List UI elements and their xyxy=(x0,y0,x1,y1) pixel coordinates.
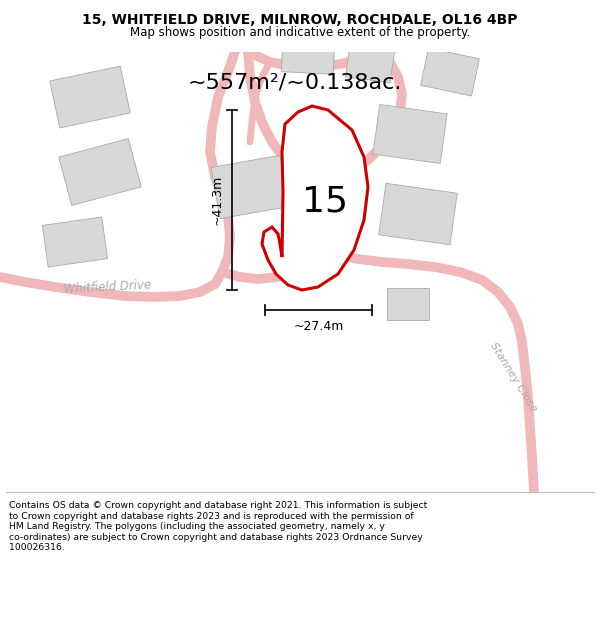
Text: 15: 15 xyxy=(302,185,348,219)
Polygon shape xyxy=(211,156,289,219)
Polygon shape xyxy=(379,183,457,245)
Polygon shape xyxy=(50,66,130,128)
Polygon shape xyxy=(43,217,107,267)
Text: Whitfield Drive: Whitfield Drive xyxy=(64,278,152,296)
Polygon shape xyxy=(281,39,335,74)
Polygon shape xyxy=(373,104,447,164)
Text: ~557m²/~0.138ac.: ~557m²/~0.138ac. xyxy=(188,72,402,92)
Text: Contains OS data © Crown copyright and database right 2021. This information is : Contains OS data © Crown copyright and d… xyxy=(9,501,427,552)
Polygon shape xyxy=(346,45,395,83)
Polygon shape xyxy=(59,139,141,206)
Polygon shape xyxy=(387,288,429,320)
Text: ~41.3m: ~41.3m xyxy=(211,175,224,225)
Text: ~27.4m: ~27.4m xyxy=(293,320,344,333)
Polygon shape xyxy=(421,48,479,96)
Text: 15, WHITFIELD DRIVE, MILNROW, ROCHDALE, OL16 4BP: 15, WHITFIELD DRIVE, MILNROW, ROCHDALE, … xyxy=(82,13,518,27)
Text: Map shows position and indicative extent of the property.: Map shows position and indicative extent… xyxy=(130,26,470,39)
Polygon shape xyxy=(262,106,368,290)
Text: Stanney Close: Stanney Close xyxy=(488,341,538,413)
